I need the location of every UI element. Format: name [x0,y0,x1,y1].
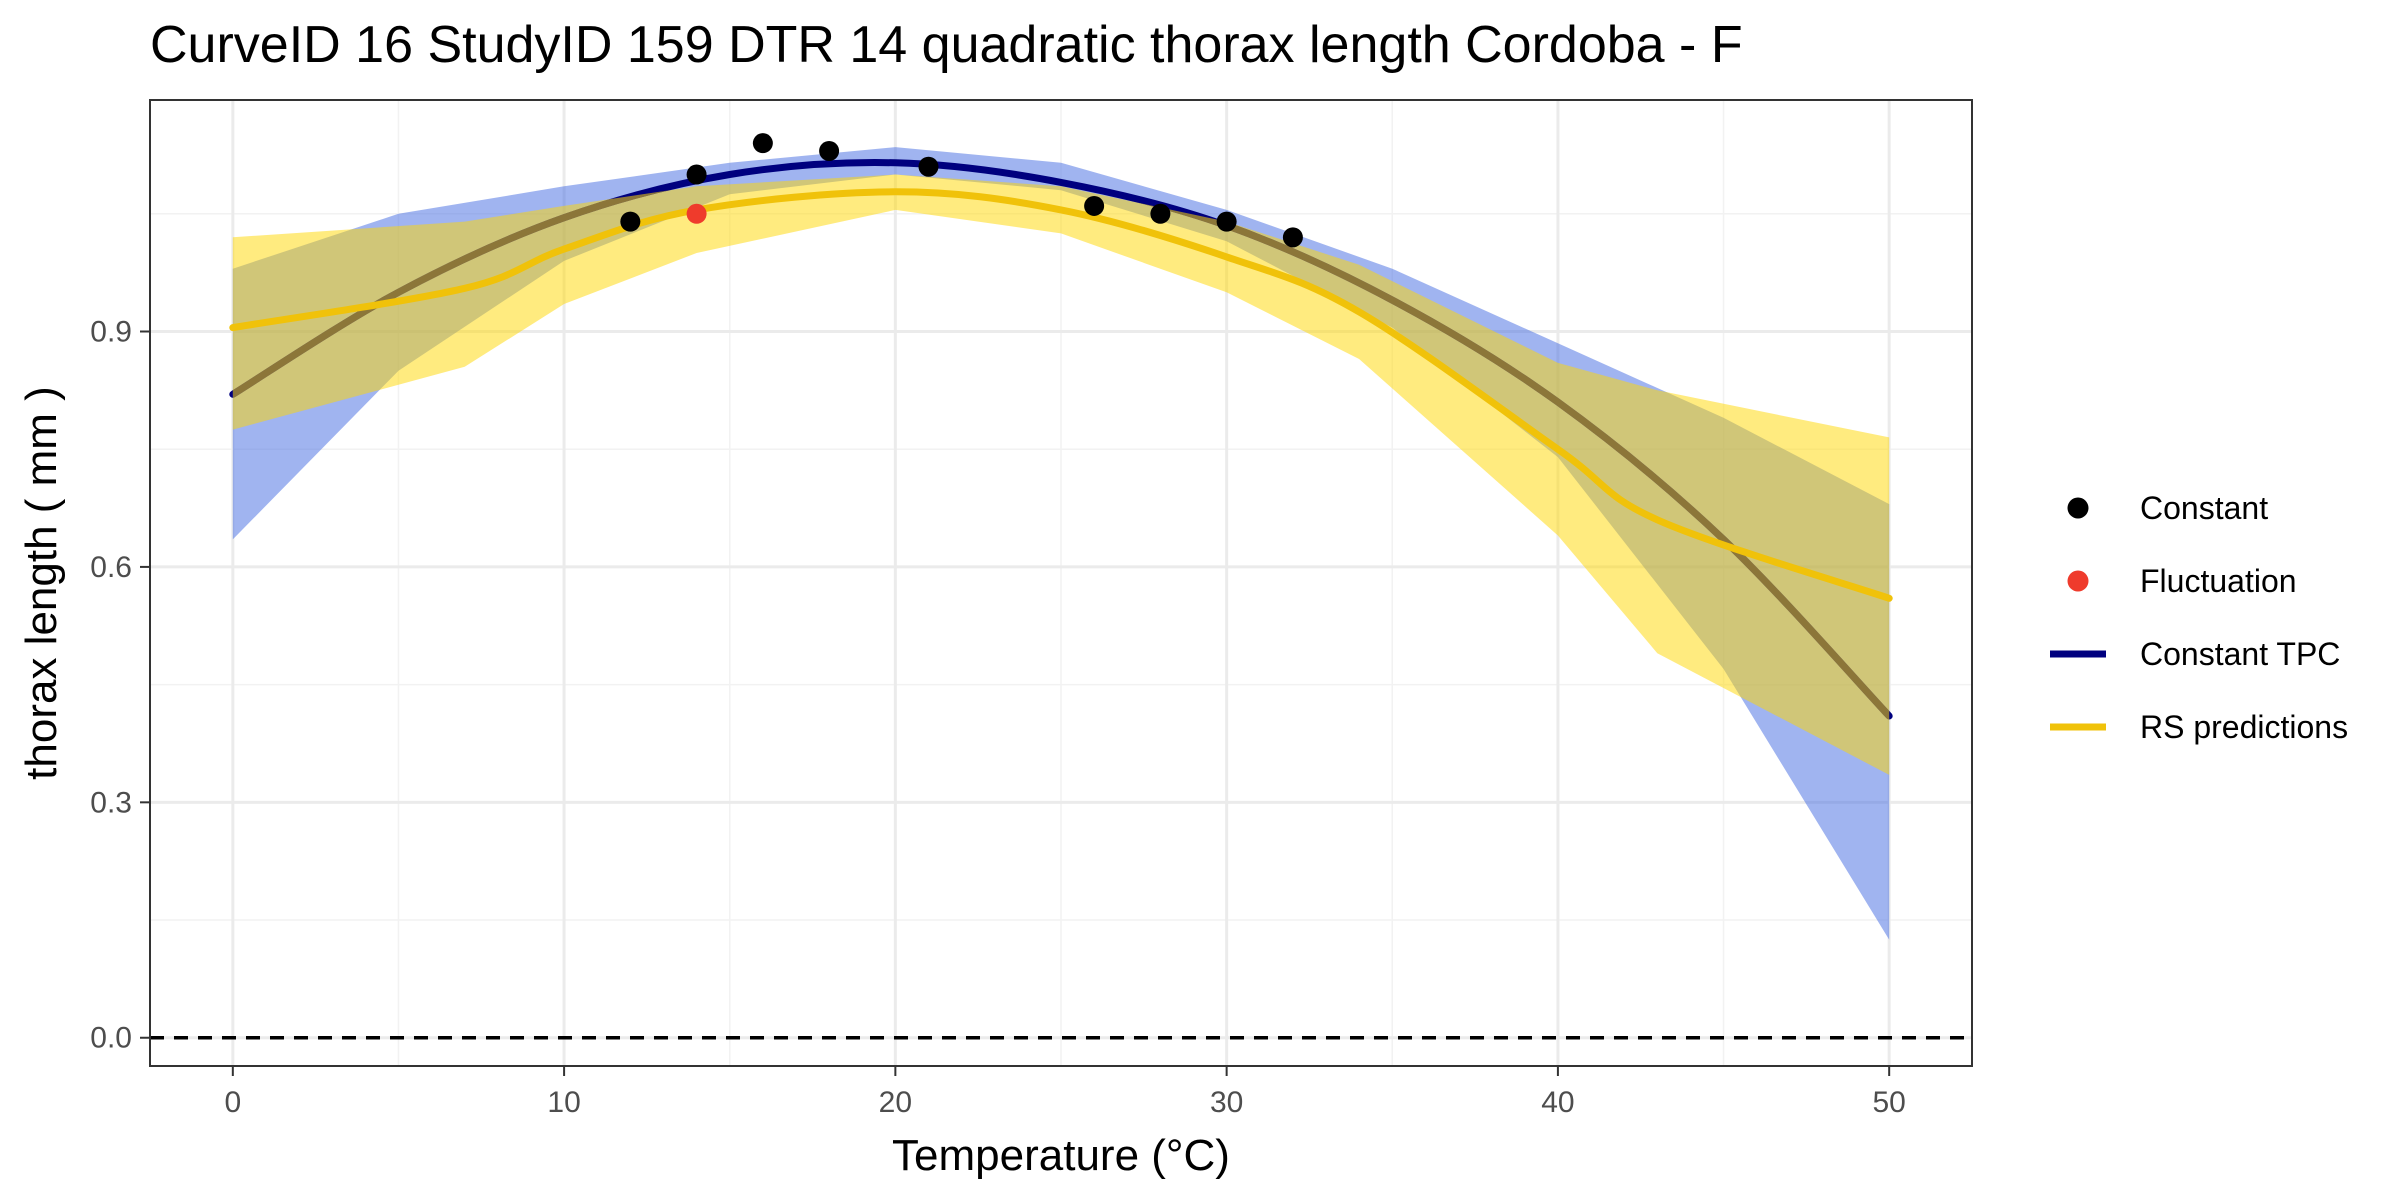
x-tick-label: 50 [1872,1086,1905,1119]
y-tick-label: 0.0 [90,1022,132,1055]
x-tick-label: 0 [224,1086,241,1119]
curve-lines [229,159,1893,720]
chart-title: CurveID 16 StudyID 159 DTR 14 quadratic … [150,16,1743,74]
data-point-constant [620,211,641,232]
data-point-constant [1084,195,1105,216]
data-point-constant [686,164,707,185]
x-tick-label: 20 [879,1086,912,1119]
grid-lines [150,100,1972,1066]
legend-label: Constant [2140,490,2268,526]
y-tick-label: 0.3 [90,786,132,819]
x-tick-label: 10 [547,1086,580,1119]
legend-key-constant [2067,497,2089,519]
legend-key-fluctuation [2067,570,2089,592]
axes: 0 10 20 30 40 50 0.0 0.3 0.6 0.9 [90,315,1906,1119]
legend-label: RS predictions [2140,709,2348,745]
panel-border [149,99,1973,1067]
ribbon-1 [232,174,1890,775]
y-tick-label: 0.9 [90,315,132,348]
data-point-constant [1150,203,1171,224]
x-axis-title: Temperature (°C) [892,1131,1230,1180]
data-point-constant [752,133,773,154]
data-points [620,133,1303,248]
data-point-constant [819,141,840,162]
data-point-constant [1216,211,1237,232]
legend: Constant Fluctuation Constant TPC RS predic… [2050,490,2348,745]
y-tick-label: 0.6 [90,551,132,584]
legend-label: Fluctuation [2140,563,2297,599]
data-point-constant [1282,227,1303,248]
data-point-constant [918,156,939,177]
x-tick-label: 30 [1210,1086,1243,1119]
legend-label: Constant TPC [2140,636,2340,672]
y-axis-title: thorax length ( mm ) [17,386,66,780]
x-tick-label: 40 [1541,1086,1574,1119]
data-point-fluctuation [686,203,707,224]
series-line-1 [229,188,1893,602]
